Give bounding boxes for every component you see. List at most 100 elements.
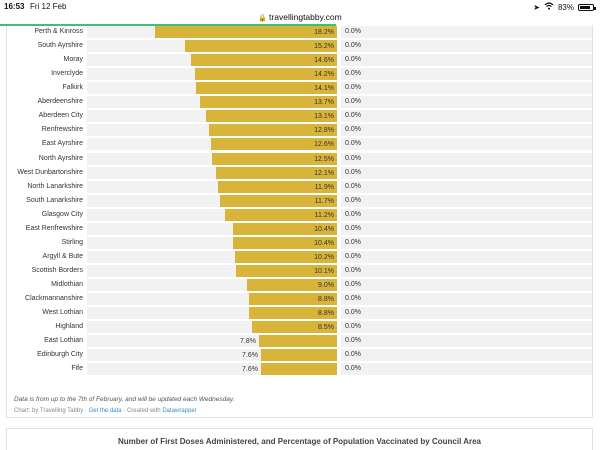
percent-vaccinated-value-label: 0.0%: [345, 182, 361, 190]
percent-vaccinated-track: [341, 236, 592, 249]
table-row: Scottish Borders 10.1% 0.0%: [7, 264, 592, 278]
percent-vaccinated-track: [341, 222, 592, 235]
percent-vaccinated-track: [341, 208, 592, 221]
percent-vaccinated-value-label: 0.0%: [345, 140, 361, 148]
table-row: Aberdeenshire 13.7% 0.0%: [7, 95, 592, 109]
council-area-label: Glasgow City: [41, 210, 83, 218]
first-dose-bar: [236, 264, 337, 277]
first-dose-value-label: 11.9%: [314, 183, 334, 191]
percent-vaccinated-track: [341, 96, 592, 109]
percent-vaccinated-value-label: 0.0%: [345, 238, 361, 246]
council-area-label: Moray: [63, 56, 83, 64]
battery-percent: 83%: [557, 2, 574, 12]
first-dose-track: 9.0%: [87, 278, 337, 291]
address-bar[interactable]: 🔒 travellingtabby.com: [0, 12, 600, 25]
next-chart-card: Number of First Doses Administered, and …: [6, 428, 593, 450]
percent-vaccinated-value-label: 0.0%: [345, 224, 361, 232]
first-dose-value-label: 12.1%: [314, 169, 334, 177]
percent-vaccinated-track: [341, 293, 592, 305]
first-dose-track: 12.6%: [87, 138, 337, 151]
percent-vaccinated-value-label: 0.0%: [345, 70, 361, 78]
council-area-label: East Renfrewshire: [25, 224, 83, 232]
first-dose-track: 7.8%: [87, 335, 337, 348]
percent-vaccinated-value-label: 0.0%: [345, 98, 361, 106]
percent-vaccinated-track: [341, 124, 592, 137]
percent-vaccinated-track: [341, 54, 592, 67]
battery-fill: [580, 5, 590, 9]
percent-vaccinated-track: [341, 264, 592, 277]
data-note: Data is from up to the 7th of February, …: [14, 396, 235, 403]
percent-vaccinated-value-label: 0.0%: [345, 365, 361, 373]
first-dose-track: 12.1%: [87, 166, 337, 179]
council-area-label: Inverclyde: [51, 70, 83, 78]
council-area-label: Perth & Kinross: [34, 28, 83, 36]
first-dose-track: 14.6%: [87, 54, 337, 67]
lock-icon: 🔒: [258, 15, 268, 22]
first-dose-track: 7.6%: [87, 363, 337, 376]
first-dose-value-label: 7.6%: [242, 366, 258, 374]
table-row: South Ayrshire 15.2% 0.0%: [7, 39, 592, 53]
table-row: West Lothian 8.8% 0.0%: [7, 306, 592, 320]
credit-mid: · Created with: [121, 408, 163, 414]
url-display[interactable]: 🔒 travellingtabby.com: [0, 12, 600, 22]
table-row: Inverclyde 14.2% 0.0%: [7, 67, 592, 81]
percent-vaccinated-value-label: 0.0%: [345, 168, 361, 176]
percent-vaccinated-value-label: 0.0%: [345, 56, 361, 64]
status-right: ➤ 83%: [533, 2, 596, 12]
status-time: 16:53: [4, 2, 25, 11]
table-row: Stirling 10.4% 0.0%: [7, 236, 592, 250]
get-data-link[interactable]: Get the data: [88, 408, 122, 414]
percent-vaccinated-track: [341, 250, 592, 263]
percent-vaccinated-value-label: 0.0%: [345, 112, 361, 120]
table-row: North Lanarkshire 11.9% 0.0%: [7, 180, 592, 194]
council-area-label: South Lanarkshire: [26, 196, 83, 204]
datawrapper-link[interactable]: Datawrapper: [162, 408, 197, 414]
first-dose-track: 14.1%: [87, 82, 337, 95]
first-dose-value-label: 13.7%: [314, 99, 334, 107]
council-area-label: Argyll & Bute: [42, 252, 83, 260]
first-dose-bar: [233, 236, 337, 249]
percent-vaccinated-track: [341, 26, 592, 39]
first-dose-value-label: 10.2%: [314, 253, 334, 261]
percent-vaccinated-value-label: 0.0%: [345, 196, 361, 204]
percent-vaccinated-value-label: 0.0%: [345, 210, 361, 218]
percent-vaccinated-value-label: 0.0%: [345, 266, 361, 274]
table-row: Glasgow City 11.2% 0.0%: [7, 208, 592, 222]
chart-credit: Chart: by Travelling Tabby · Get the dat…: [14, 408, 197, 414]
first-dose-bar: [216, 166, 337, 179]
table-row: Aberdeen City 13.1% 0.0%: [7, 109, 592, 123]
first-dose-value-label: 14.1%: [314, 85, 334, 93]
first-dose-bar: [249, 307, 337, 320]
percent-vaccinated-track: [341, 110, 592, 123]
first-dose-track: 10.2%: [87, 250, 337, 263]
first-dose-value-label: 8.5%: [318, 324, 334, 332]
table-row: Edinburgh City 7.6% 0.0%: [7, 348, 592, 362]
first-dose-bar: [220, 194, 337, 207]
percent-vaccinated-value-label: 0.0%: [345, 309, 361, 317]
chart-card: Dundee City0.0%Perth & Kinross18.2%0.0%S…: [6, 12, 593, 418]
table-row: East Ayrshire 12.6% 0.0%: [7, 137, 592, 151]
percent-vaccinated-value-label: 0.0%: [345, 295, 361, 302]
council-area-label: Aberdeen City: [38, 112, 83, 120]
council-area-label: Edinburgh City: [37, 351, 83, 359]
url-text: travellingtabby.com: [269, 12, 342, 22]
council-area-label: Clackmannanshire: [25, 295, 83, 302]
percent-vaccinated-value-label: 0.0%: [345, 252, 361, 260]
council-area-label: Fife: [71, 365, 83, 373]
first-dose-track: 8.8%: [87, 293, 337, 305]
table-row: West Dunbartonshire 12.1% 0.0%: [7, 166, 592, 180]
first-dose-bar: [252, 321, 337, 334]
first-dose-bar: [196, 82, 337, 95]
percent-vaccinated-track: [341, 335, 592, 348]
percent-vaccinated-track: [341, 180, 592, 193]
first-dose-track: 12.5%: [87, 152, 337, 165]
first-dose-bar: [261, 349, 337, 362]
council-area-label: Stirling: [61, 238, 83, 246]
first-dose-value-label: 12.6%: [314, 141, 334, 149]
first-dose-track: 10.1%: [87, 264, 337, 277]
percent-vaccinated-track: [341, 363, 592, 376]
percent-vaccinated-track: [341, 194, 592, 207]
location-icon: ➤: [533, 2, 540, 12]
first-dose-track: 10.4%: [87, 236, 337, 249]
council-area-label: Renfrewshire: [41, 126, 83, 134]
